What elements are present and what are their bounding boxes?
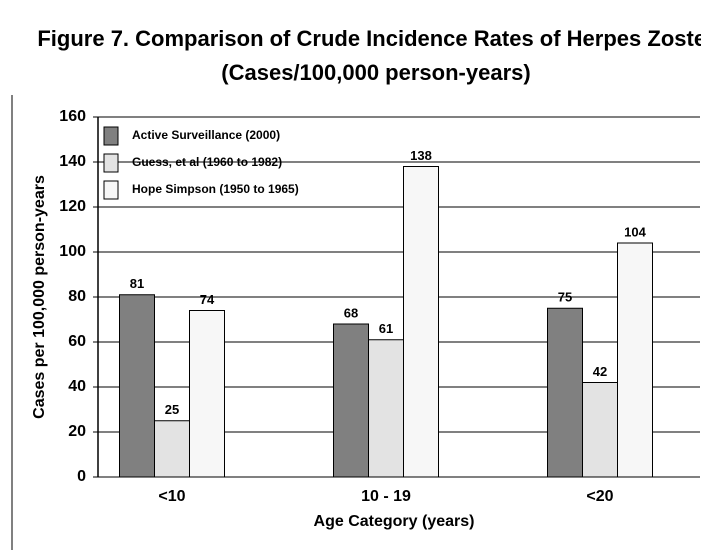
legend-swatch xyxy=(103,153,119,173)
y-tick-label: 140 xyxy=(59,153,86,170)
bar xyxy=(333,323,369,478)
chart-title: Figure 7. Comparison of Crude Incidence … xyxy=(37,26,701,51)
bar xyxy=(403,166,439,478)
bar xyxy=(368,339,404,478)
value-label: 25 xyxy=(165,402,179,417)
y-tick-label: 60 xyxy=(68,333,86,350)
y-axis-label: Cases per 100,000 person-years xyxy=(31,175,48,419)
x-tick-label: <20 xyxy=(586,488,613,505)
legend-label: Guess, et al (1960 to 1982) xyxy=(132,155,282,169)
value-label: 138 xyxy=(410,148,432,163)
x-axis-label: Age Category (years) xyxy=(314,513,475,530)
legend-swatch xyxy=(103,180,119,200)
value-label: 75 xyxy=(558,290,572,305)
value-label: 74 xyxy=(200,292,215,307)
bar xyxy=(154,420,190,478)
x-tick-label: <10 xyxy=(158,488,185,505)
bar xyxy=(189,310,225,478)
bar xyxy=(547,307,583,478)
value-label: 81 xyxy=(130,276,144,291)
value-label: 104 xyxy=(624,224,646,239)
x-tick-label: 10 - 19 xyxy=(361,488,411,505)
y-tick-label: 160 xyxy=(59,108,86,125)
legend-swatch xyxy=(103,126,119,146)
y-tick-label: 20 xyxy=(68,423,86,440)
value-label: 42 xyxy=(593,364,607,379)
value-label: 68 xyxy=(344,305,358,320)
value-label: 61 xyxy=(379,321,393,336)
chart-subtitle: (Cases/100,000 person-years) xyxy=(221,60,530,85)
legend-label: Hope Simpson (1950 to 1965) xyxy=(132,182,299,196)
y-tick-label: 120 xyxy=(59,198,86,215)
bar xyxy=(119,294,155,478)
y-tick-label: 80 xyxy=(68,288,86,305)
y-tick-label: 0 xyxy=(77,468,86,485)
legend-label: Active Surveillance (2000) xyxy=(132,128,280,142)
bar xyxy=(617,242,653,478)
y-tick-label: 40 xyxy=(68,378,86,395)
bar xyxy=(582,382,618,478)
y-tick-label: 100 xyxy=(59,243,86,260)
